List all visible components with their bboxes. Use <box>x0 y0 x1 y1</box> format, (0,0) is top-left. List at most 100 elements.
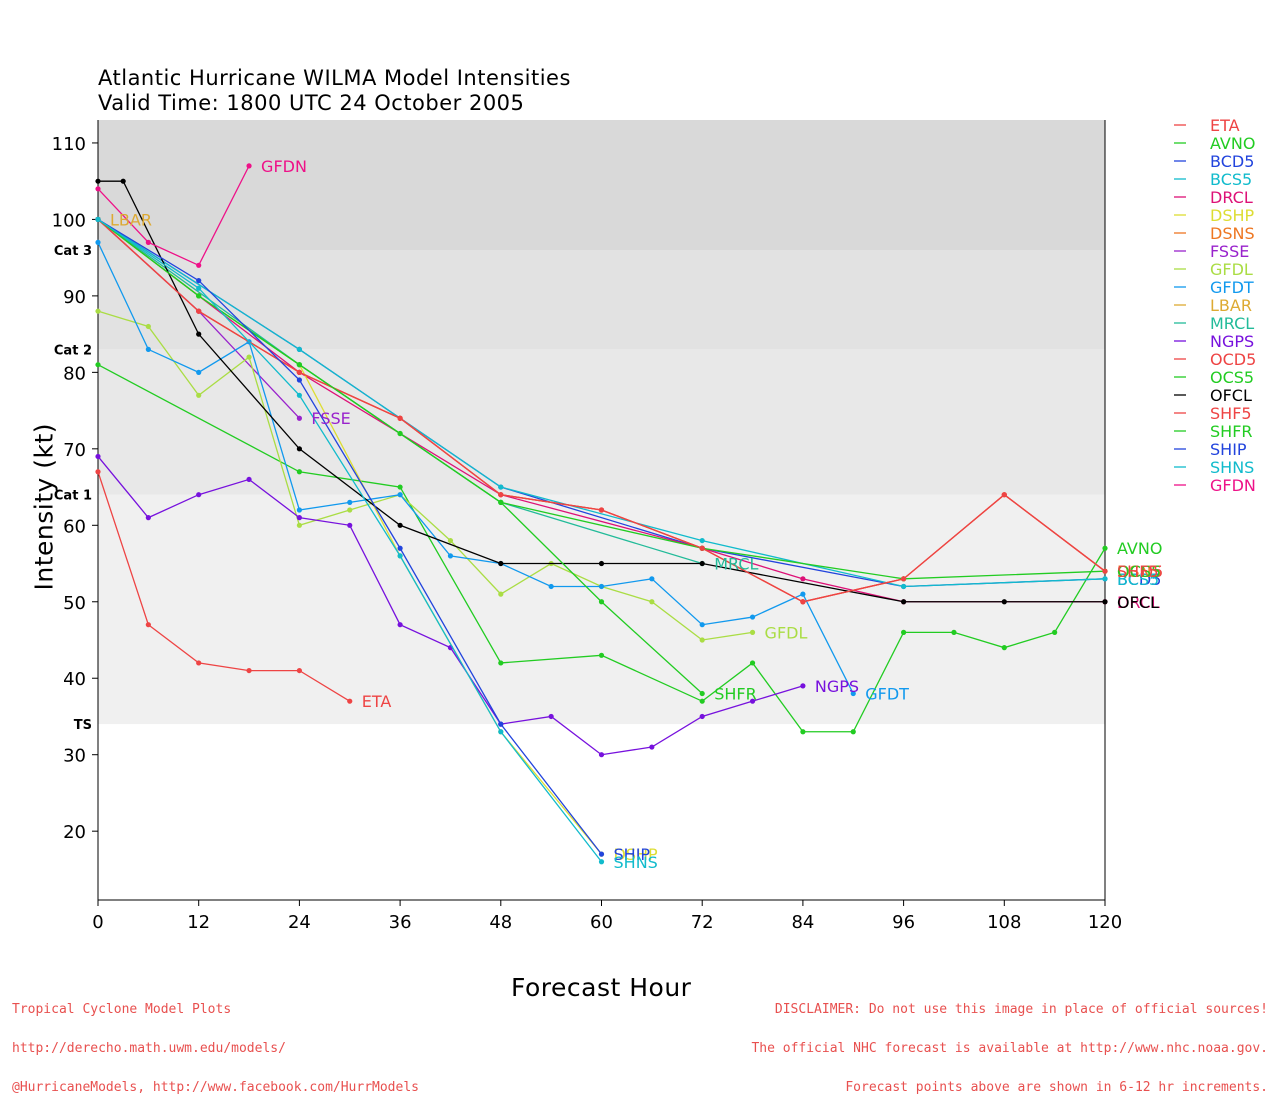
data-point <box>598 859 605 865</box>
series-end-label: DSNS <box>1117 562 1162 581</box>
chart-subtitle: Valid Time: 1800 UTC 24 October 2005 <box>98 91 525 115</box>
data-point <box>800 591 806 597</box>
data-point <box>145 622 151 628</box>
legend-label: GFDL <box>1210 260 1253 279</box>
legend-label: BCD5 <box>1210 152 1254 171</box>
data-point <box>196 331 202 337</box>
data-point <box>901 583 907 590</box>
series-line <box>97 218 1106 588</box>
legend-label: NGPS <box>1210 332 1254 351</box>
data-point <box>196 369 202 375</box>
data-point <box>120 178 126 184</box>
data-point <box>901 576 907 582</box>
legend-label: DSNS <box>1210 224 1255 243</box>
data-point <box>95 469 101 475</box>
y-tick-label: 70 <box>63 440 86 461</box>
chart-canvas: TS Cat 1 Cat 2 Cat 3 20 30 40 50 60 70 80 90 100 110… <box>52 116 1257 933</box>
data-point <box>901 629 907 635</box>
legend-label: SHFR <box>1210 422 1253 441</box>
series-end-label: GFDT <box>865 685 909 704</box>
data-point <box>598 652 605 658</box>
series-ofcl <box>95 178 1108 605</box>
legend-item: OFCL <box>1174 386 1252 405</box>
data-point <box>95 186 101 192</box>
data-point <box>196 660 202 666</box>
x-tick-label: 72 <box>691 912 714 933</box>
data-point <box>246 476 252 483</box>
series-line <box>97 218 603 863</box>
legend-label: OFCL <box>1210 386 1252 405</box>
data-point <box>296 346 302 353</box>
x-axis-label: Forecast Hour <box>511 973 692 1002</box>
x-tick-label: 84 <box>791 912 814 933</box>
legend-item: GFDL <box>1174 260 1253 279</box>
data-point <box>95 362 101 368</box>
legend-item: GFDT <box>1174 278 1254 297</box>
data-point <box>296 667 302 674</box>
legend-label: SHIP <box>1210 440 1247 459</box>
data-point <box>296 362 302 368</box>
data-point <box>1052 629 1058 635</box>
legend-label: OCS5 <box>1210 368 1254 387</box>
y-tick-label: 30 <box>63 746 86 767</box>
data-point <box>699 622 705 628</box>
disclaimer-line: Forecast points above are shown in 6-12 … <box>845 1080 1268 1095</box>
data-point <box>1102 599 1108 605</box>
data-point <box>296 369 302 375</box>
legend-label: OCD5 <box>1210 350 1256 369</box>
series-end-label: SHNS <box>614 853 658 872</box>
data-point <box>296 507 302 513</box>
data-point <box>951 629 957 635</box>
data-point <box>498 591 504 597</box>
data-point <box>800 599 806 605</box>
data-point <box>196 392 202 398</box>
data-point <box>95 453 101 460</box>
data-point <box>498 660 504 666</box>
data-point <box>347 507 353 513</box>
data-point <box>95 239 101 245</box>
data-point <box>800 729 806 735</box>
data-point <box>1001 645 1007 651</box>
footer-left-line: @HurricaneModels, http://www.facebook.co… <box>12 1080 419 1095</box>
x-tick-label: 96 <box>892 912 915 933</box>
data-point <box>1001 599 1007 605</box>
data-point <box>145 346 151 353</box>
y-axis-label: Intensity (kt) <box>29 422 59 591</box>
legend-item: SHIP <box>1174 440 1247 459</box>
series-line <box>97 471 351 702</box>
data-point <box>347 522 353 528</box>
data-point <box>196 262 202 268</box>
data-point <box>699 637 705 643</box>
y-tick-label: 60 <box>63 516 86 537</box>
y-tick-label: 50 <box>63 593 86 614</box>
data-point <box>347 698 353 704</box>
data-point <box>296 522 302 528</box>
data-point <box>649 599 655 605</box>
data-point <box>699 560 705 567</box>
legend-item: AVNO <box>1174 134 1255 153</box>
series-end-label: GFDN <box>261 157 307 176</box>
y-tick-label: 90 <box>63 287 86 308</box>
series-avno <box>95 362 1108 735</box>
data-point <box>196 293 202 299</box>
x-tick-label: 12 <box>187 912 210 933</box>
legend-item: SHF5 <box>1174 404 1252 423</box>
series-end-label: OCD5 <box>1117 562 1163 581</box>
legend-label: MRCL <box>1210 314 1254 333</box>
x-tick-label: 24 <box>288 912 311 933</box>
data-point <box>699 537 705 544</box>
legend-item: ETA <box>1174 116 1240 135</box>
data-point <box>699 698 705 704</box>
legend-item: SHFR <box>1174 422 1253 441</box>
data-point <box>598 752 605 758</box>
data-point <box>95 178 101 184</box>
data-point <box>699 545 705 551</box>
data-point <box>749 614 756 620</box>
chart-title: Atlantic Hurricane WILMA Model Intensiti… <box>98 66 571 90</box>
data-point <box>296 446 302 452</box>
legend-label: LBAR <box>1210 296 1252 315</box>
data-point <box>800 683 806 689</box>
data-point <box>598 560 605 567</box>
data-point <box>145 239 151 245</box>
y-tick-label: 80 <box>63 363 86 384</box>
